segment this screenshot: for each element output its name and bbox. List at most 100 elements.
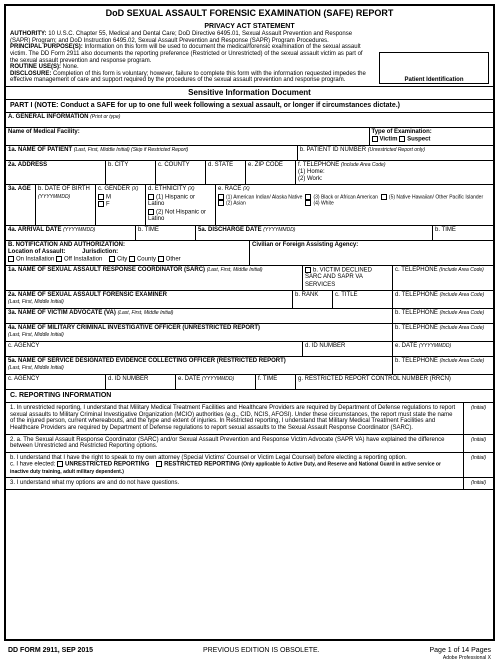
form-title: DoD SEXUAL ASSAULT FORENSIC EXAMINATION … — [6, 6, 493, 21]
b2a-note: (Last, First, Middle Initial) — [8, 299, 64, 305]
b2d-label: d. TELEPHONE — [395, 292, 438, 298]
c1-text: 1. In unrestricted reporting, I understa… — [6, 403, 463, 433]
gender-f-checkbox[interactable] — [98, 201, 104, 207]
sensitive-banner: Sensitive Information Document — [6, 87, 493, 100]
restricted-checkbox[interactable] — [156, 461, 162, 467]
a5a-label: 5a. DISCHARGE DATE — [198, 227, 262, 233]
gender-f-label: F — [106, 202, 110, 208]
race2-checkbox[interactable] — [218, 200, 224, 206]
adobe-note: Adobe Professional X — [443, 655, 491, 661]
a1a-note: (Last, First, Middle Initial) (Skip if R… — [74, 147, 188, 153]
eth2-checkbox[interactable] — [148, 209, 154, 215]
patient-id-box[interactable]: Patient Identification — [379, 52, 489, 84]
gender-m-checkbox[interactable] — [98, 194, 104, 200]
a2b-label: b. CITY — [106, 161, 156, 185]
city-label: City — [117, 256, 127, 262]
a3b-note: (YYYYMMDD) — [38, 194, 70, 200]
privacy-heading: PRIVACY ACT STATEMENT — [10, 23, 489, 31]
b3b-label: b. TELEPHONE — [395, 310, 438, 316]
authority-text: 10 U.S.C. Chapter 55, Medical and Dental… — [10, 31, 352, 44]
routine-text: None. — [61, 64, 79, 70]
c2a-text: 2. a. The Sexual Assault Response Coordi… — [10, 437, 459, 450]
page-number: Page 1 of 14 Pages — [429, 647, 491, 654]
race4-label: (4) White — [313, 200, 333, 206]
a2f-label: f. TELEPHONE — [298, 162, 339, 168]
b1c-label: c. TELEPHONE — [395, 267, 438, 273]
a2c-label: c. COUNTY — [156, 161, 206, 185]
b3a-label: 3a. NAME OF VICTIM ADVOCATE (VA) — [8, 310, 116, 316]
b4e-note: (YYYYMMDD) — [419, 343, 451, 349]
suspect-label: Suspect — [407, 137, 430, 143]
b5b-note: (Include Area Code) — [440, 358, 485, 364]
c3-initial[interactable]: (Initial) — [463, 478, 493, 489]
a5b-label: b. TIME — [433, 226, 493, 240]
c1-initial[interactable]: (Initial) — [463, 403, 493, 433]
off-inst-checkbox[interactable] — [56, 256, 62, 262]
b3b-note: (Include Area Code) — [440, 310, 485, 316]
declined-checkbox[interactable] — [305, 267, 311, 273]
race5-checkbox[interactable] — [381, 194, 387, 200]
a2f-work: (2) Work: — [298, 176, 323, 182]
b2a-label: 2a. NAME OF SEXUAL ASSAULT FORENSIC EXAM… — [8, 292, 167, 298]
b5d-label: d. ID NUMBER — [106, 375, 176, 389]
b5a-note: (Last, First, Middle Initial) — [8, 365, 64, 371]
a3d-label: d. ETHNICITY — [148, 186, 186, 192]
b1b-label: b. VICTIM DECLINED SARC AND SAPR VA SERV… — [305, 267, 372, 287]
routine-label: ROUTINE USE(S): — [10, 64, 61, 70]
c2c-prefix: c. I have elected: — [10, 462, 55, 468]
form-page: DoD SEXUAL ASSAULT FORENSIC EXAMINATION … — [4, 4, 495, 641]
c2b-initial[interactable]: (Initial) — [463, 453, 493, 477]
a3e-label: e. RACE — [218, 186, 241, 192]
race1-checkbox[interactable] — [218, 194, 224, 200]
a3c-note: (X) — [132, 186, 139, 192]
eth1-label: (1) Hispanic or Latino — [148, 194, 195, 207]
patient-id-label: Patient Identification — [380, 77, 488, 84]
victim-checkbox[interactable] — [372, 136, 378, 142]
b4e-label: e. DATE — [395, 343, 417, 349]
b5e-note: (YYYYMMDD) — [202, 376, 234, 382]
restricted-label: RESTRICTED REPORTING — [164, 462, 240, 468]
prev-edition: PREVIOUS EDITION IS OBSOLETE. — [203, 647, 320, 661]
on-inst-checkbox[interactable] — [8, 256, 14, 262]
a3c-label: c. GENDER — [98, 186, 130, 192]
on-inst-label: On Installation — [16, 256, 54, 262]
a3e-note: (X) — [243, 186, 250, 192]
race2-label: (2) Asian — [226, 200, 246, 206]
a1b-label: b. PATIENT ID NUMBER — [300, 147, 366, 153]
b5a-label: 5a. NAME OF SERVICE DESIGNATED EVIDENCE … — [8, 358, 286, 364]
b3a-note: (Last, First, Middle Initial) — [118, 310, 174, 316]
b1a-label: 1a. NAME OF SEXUAL ASSAULT RESPONSE COOR… — [8, 267, 205, 273]
b5c-label: c. AGENCY — [6, 375, 106, 389]
eth2-label: (2) Not Hispanic or Latino — [148, 209, 206, 222]
a3a-label: 3a. AGE — [6, 185, 36, 224]
c2a-initial[interactable]: (Initial) — [463, 435, 493, 452]
a4a-note: (YYYYMMDD) — [63, 227, 95, 233]
b4a-note: (Last, First, Middle Initial) — [8, 332, 64, 338]
section-c-heading: C. REPORTING INFORMATION — [6, 390, 493, 403]
off-inst-label: Off Installation — [64, 256, 102, 262]
race3-checkbox[interactable] — [305, 194, 311, 200]
county-checkbox[interactable] — [129, 256, 135, 262]
city-checkbox[interactable] — [109, 256, 115, 262]
race4-checkbox[interactable] — [305, 200, 311, 206]
b4d-label: d. ID NUMBER — [303, 342, 393, 356]
c3-text: 3. I understand what my options are and … — [6, 478, 463, 489]
b2b-label: b. RANK — [293, 291, 333, 308]
a2f-note: (Include Area Code) — [341, 162, 386, 168]
c2b-text: b. I understand that I have the right to… — [10, 455, 459, 462]
other-checkbox[interactable] — [158, 256, 164, 262]
b5e-label: e. DATE — [178, 376, 200, 382]
b4b-note: (Include Area Code) — [440, 325, 485, 331]
county-label: County — [137, 256, 156, 262]
b1a-note: (Last, First, Middle Initial) — [207, 267, 263, 273]
loc-label: Location of Assault: — [8, 249, 65, 255]
footer: DD FORM 2911, SEP 2015 PREVIOUS EDITION … — [4, 645, 495, 663]
suspect-checkbox[interactable] — [399, 136, 405, 142]
race5-label: (5) Native Hawaiian/ Other Pacific Islan… — [389, 194, 483, 200]
civ-label: Civilian or Foreign Assisting Agency: — [250, 241, 493, 265]
eth1-checkbox[interactable] — [148, 194, 154, 200]
unrestricted-checkbox[interactable] — [57, 461, 63, 467]
other-label: Other — [166, 256, 181, 262]
b5b-label: b. TELEPHONE — [395, 358, 438, 364]
a3d-note: (X) — [188, 186, 195, 192]
